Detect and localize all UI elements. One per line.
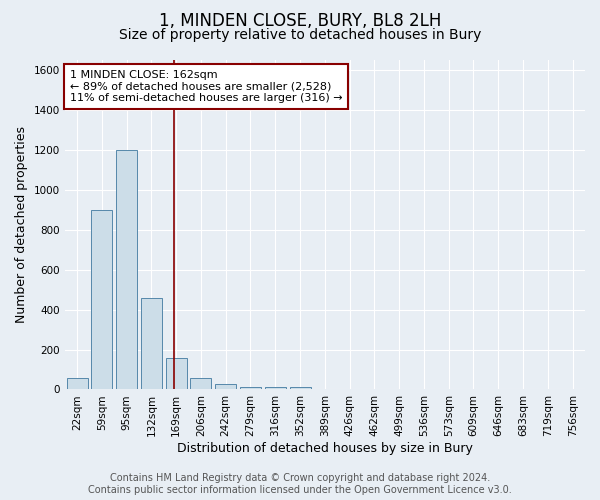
Bar xyxy=(240,388,261,390)
Bar xyxy=(290,388,311,390)
Bar xyxy=(91,210,112,390)
Text: 1 MINDEN CLOSE: 162sqm
← 89% of detached houses are smaller (2,528)
11% of semi-: 1 MINDEN CLOSE: 162sqm ← 89% of detached… xyxy=(70,70,343,103)
Text: 1, MINDEN CLOSE, BURY, BL8 2LH: 1, MINDEN CLOSE, BURY, BL8 2LH xyxy=(159,12,441,30)
Bar xyxy=(190,378,211,390)
Bar xyxy=(67,378,88,390)
Bar xyxy=(116,150,137,390)
Text: Size of property relative to detached houses in Bury: Size of property relative to detached ho… xyxy=(119,28,481,42)
Bar xyxy=(141,298,162,390)
Bar xyxy=(265,388,286,390)
Y-axis label: Number of detached properties: Number of detached properties xyxy=(15,126,28,323)
Bar xyxy=(166,358,187,390)
X-axis label: Distribution of detached houses by size in Bury: Distribution of detached houses by size … xyxy=(177,442,473,455)
Text: Contains HM Land Registry data © Crown copyright and database right 2024.
Contai: Contains HM Land Registry data © Crown c… xyxy=(88,474,512,495)
Bar xyxy=(215,384,236,390)
